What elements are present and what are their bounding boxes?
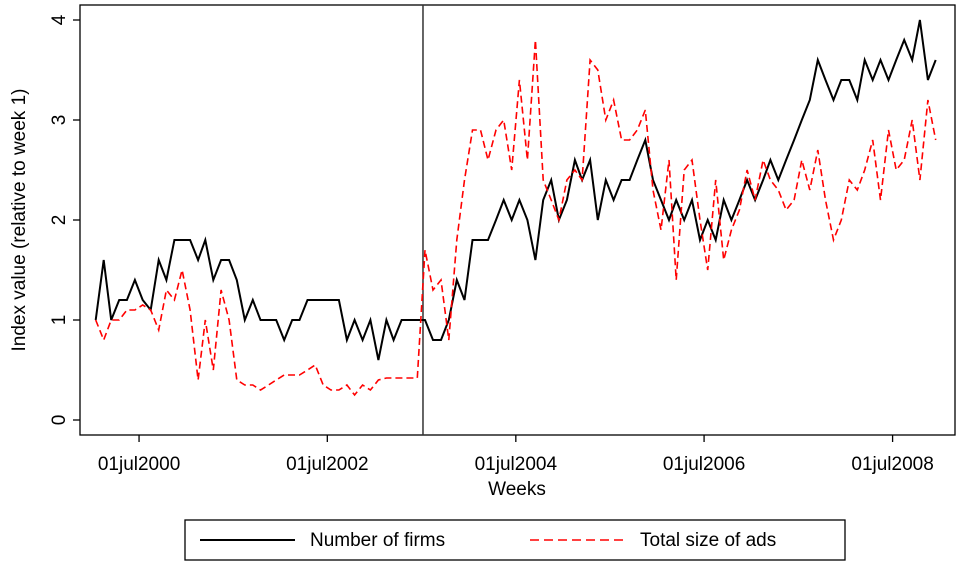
x-axis-title: Weeks: [488, 479, 546, 500]
data-line: [94, 39, 937, 397]
plot-frame: [79, 4, 956, 436]
legend-label: Total size of ads: [640, 530, 776, 551]
y-tick-label: 2: [49, 215, 70, 226]
y-tick-label: 1: [49, 315, 70, 326]
legend-box: [184, 519, 846, 561]
x-tick-label: 01jul2002: [286, 454, 368, 475]
y-tick-label: 4: [49, 14, 70, 25]
x-tick-label: 01jul2000: [98, 454, 180, 475]
y-tick-label: 3: [49, 115, 70, 126]
x-tick-label: 01jul2004: [475, 454, 558, 475]
y-tick-label: 0: [49, 415, 70, 426]
x-tick-label: 01jul2008: [851, 454, 933, 475]
legend-label: Number of firms: [310, 530, 445, 551]
x-tick-label: 01jul2006: [663, 454, 745, 475]
y-axis-title: Index value (relative to week 1): [9, 89, 30, 352]
data-line: [94, 19, 937, 361]
